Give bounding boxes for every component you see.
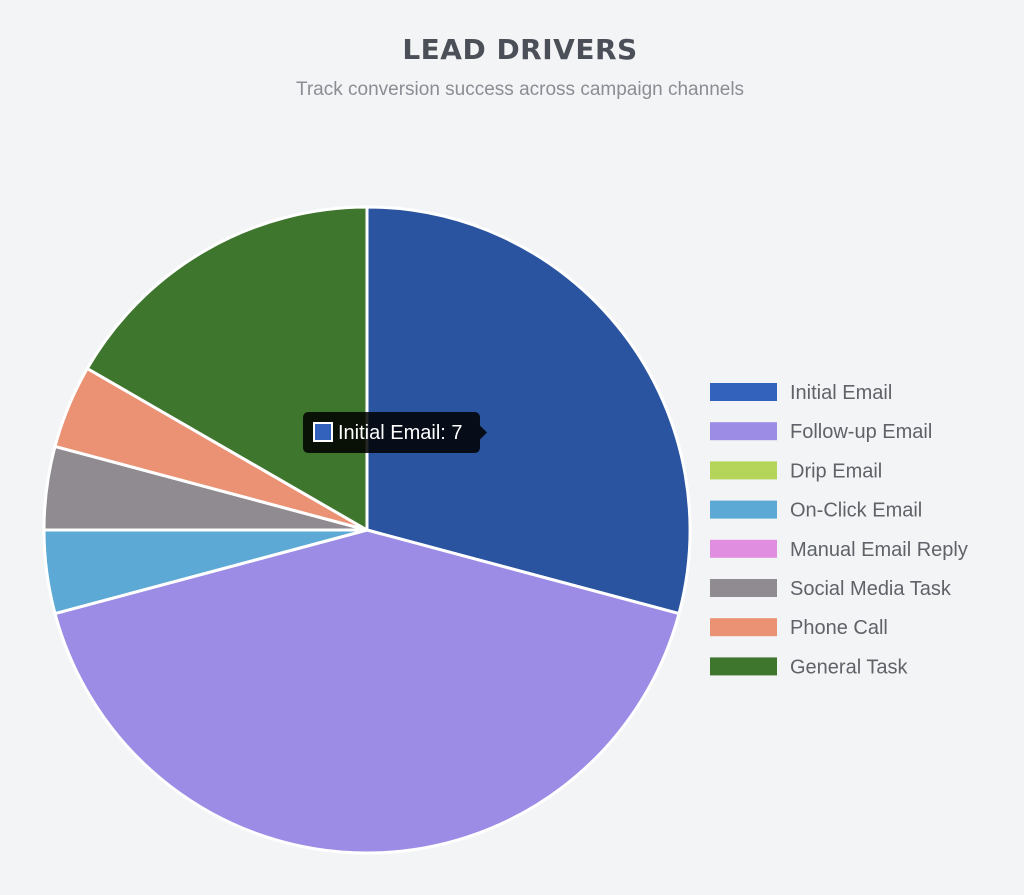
chart-subtitle: Track conversion success across campaign… [295, 79, 745, 100]
legend-item-initial-email[interactable]: Initial Email [710, 382, 892, 404]
legend-swatch [710, 539, 777, 558]
legend-item-manual-email-reply[interactable]: Manual Email Reply [710, 539, 968, 561]
pie-slice-initial-email[interactable] [365, 205, 692, 616]
legend-label: General Task [790, 656, 908, 678]
legend-label: Manual Email Reply [790, 539, 968, 561]
legend-swatch [710, 461, 777, 480]
chart-legend: Initial Email Follow-up Email Drip Email On… [710, 382, 968, 678]
legend-label: Phone Call [790, 617, 888, 639]
legend-swatch [710, 383, 777, 401]
legend-swatch [710, 618, 777, 637]
pie-slice-follow-up-email[interactable] [53, 528, 681, 855]
legend-item-drip-email[interactable]: Drip Email [710, 460, 882, 482]
legend-label: Drip Email [790, 460, 882, 482]
legend-swatch [710, 500, 777, 519]
legend-swatch [710, 422, 777, 441]
tooltip-swatch [313, 422, 333, 442]
legend-item-social-media-task[interactable]: Social Media Task [710, 578, 952, 600]
legend-label: On-Click Email [790, 500, 922, 522]
chart-title: LEAD DRIVERS [402, 33, 638, 66]
legend-swatch [710, 579, 777, 597]
pie-slice-general-task[interactable] [85, 205, 369, 532]
legend-item-phone-call[interactable]: Phone Call [710, 617, 888, 639]
chart-tooltip: Initial Email: 7 [303, 412, 487, 453]
legend-item-on-click-email[interactable]: On-Click Email [710, 500, 922, 522]
legend-swatch [710, 657, 777, 676]
legend-item-general-task[interactable]: General Task [710, 656, 908, 678]
legend-item-follow-up-email[interactable]: Follow-up Email [710, 421, 932, 443]
legend-label: Initial Email [790, 382, 892, 404]
pie-slices [42, 205, 692, 855]
tooltip-label: Initial Email: 7 [338, 422, 463, 444]
legend-label: Follow-up Email [790, 421, 932, 443]
legend-label: Social Media Task [790, 578, 952, 600]
tooltip-background [303, 412, 487, 453]
